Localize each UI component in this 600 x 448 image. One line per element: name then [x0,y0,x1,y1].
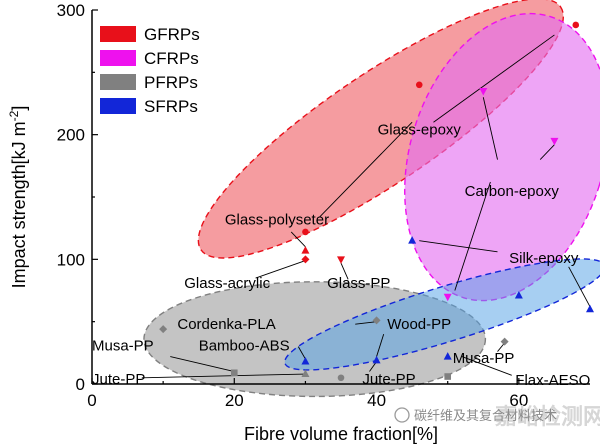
y-tick-label: 0 [76,375,85,394]
tick-labels: 0 20 40 60 0 100 200 300 [57,1,529,410]
leader-line-wood-pp [376,333,385,357]
point-pfrps [500,337,509,346]
point-pfrps [337,374,345,382]
leader-line-glass-pp [340,262,349,280]
y-tick-label: 200 [57,126,85,145]
point-sfrps [586,304,594,313]
legend-label-sfrps: SFRPs [144,97,198,116]
legend-label-pfrps: PFRPs [144,73,198,92]
watermark-faint-text: 嘉峪检测网 [495,404,600,429]
point-pfrps [230,369,238,377]
annotation-jute-pp: Jute-PP [92,371,145,388]
leader-line-bamboo-abs [297,346,306,360]
legend-swatch-gfrps [100,26,136,42]
leader-line-glass-epoxy [433,34,555,123]
wechat-icon [394,407,410,423]
annotation-musa-pp: Musa-PP [92,337,154,354]
point-sfrps [408,236,417,244]
legend-label-cfrps: CFRPs [144,49,199,68]
y-tick-label: 100 [57,250,85,269]
leader-line-flax-aeso [461,356,512,376]
annotation-carbon-epoxy: Carbon-epoxy [465,183,560,200]
leader-line-carbon-epoxy [482,97,498,160]
watermark-text: 碳纤维及其复合材料技术 [414,408,557,423]
x-tick-label: 40 [367,391,386,410]
leader-line-cordenka-pla [355,321,377,325]
point-pfrps [159,325,168,334]
annotation-silk-epoxy: Silk-epoxy [509,250,579,267]
point-cfrps [550,137,559,146]
legend-swatch-cfrps [100,50,136,66]
ellipse-sfrps [284,258,600,371]
point-sfrps [514,290,523,299]
point-gfrps [301,246,310,254]
leader-line-carbon-epoxy [454,181,491,291]
annotation-wood-pp: Wood-PP [387,316,451,333]
legend-swatch-pfrps [100,74,136,90]
data-points [159,21,594,382]
point-pfrps [372,316,381,325]
y-tick-label: 300 [57,1,85,20]
point-pfrps [444,373,452,380]
point-gfrps [337,256,345,264]
leader-line-silk-epoxy [419,240,498,253]
point-sfrps [443,352,452,360]
leader-line-musa-pp [170,356,235,372]
legend-swatch-sfrps [100,98,136,114]
x-tick-label: 60 [509,391,528,410]
point-gfrps [301,255,310,264]
annotation-glass-epoxy: Glass-epoxy [378,122,462,139]
annotation-glass-pp: Glass-PP [327,275,390,292]
point-gfrps [302,228,309,236]
point-cfrps [479,88,488,96]
legend: GFRPs CFRPs PFRPs SFRPs [100,25,200,116]
annotation-musa-pp: Musa-PP [453,350,515,367]
leader-line-glass-polyseter [290,231,306,248]
y-axis-title-main: Impact strength[kJ m [9,121,29,288]
x-tick-label: 20 [225,391,244,410]
y-axis-title: Impact strength[kJ m-2] [7,106,29,289]
point-cfrps [443,293,452,302]
point-sfrps [301,357,310,365]
annotation-cordenka-pla: Cordenka-PLA [177,316,275,333]
watermark: 嘉峪检测网 碳纤维及其复合材料技术 [394,404,600,429]
leader-line-glass-epoxy [319,121,413,218]
legend-label-gfrps: GFRPs [144,25,200,44]
leader-line-jute-pp [141,373,306,379]
y-axis-title-sup: -2 [7,110,21,121]
cluster-ellipses [143,0,600,398]
annotation-bamboo-abs: Bamboo-ABS [199,337,290,354]
annotation-glass-acrylic: Glass-acrylic [184,275,270,292]
annotation-leader-lines [141,34,591,379]
x-axis-title: Fibre volume fraction[%] [244,424,438,444]
tick-marks [91,9,520,385]
annotation-jute-pp: Jute-PP [362,371,415,388]
y-axis-title-tail: ] [9,106,29,111]
leader-line-carbon-epoxy [539,144,555,160]
leader-line-glass-acrylic [255,260,306,279]
leader-line-silk-epoxy [568,266,591,307]
annotation-flax-aeso: Flax-AESO [515,372,590,389]
point-gfrps [572,21,580,29]
point-pfrps [301,369,310,378]
point-gfrps [415,81,423,89]
annotation-glass-polyseter: Glass-polyseter [225,211,329,228]
x-tick-label: 0 [87,391,96,410]
point-sfrps [372,355,381,364]
